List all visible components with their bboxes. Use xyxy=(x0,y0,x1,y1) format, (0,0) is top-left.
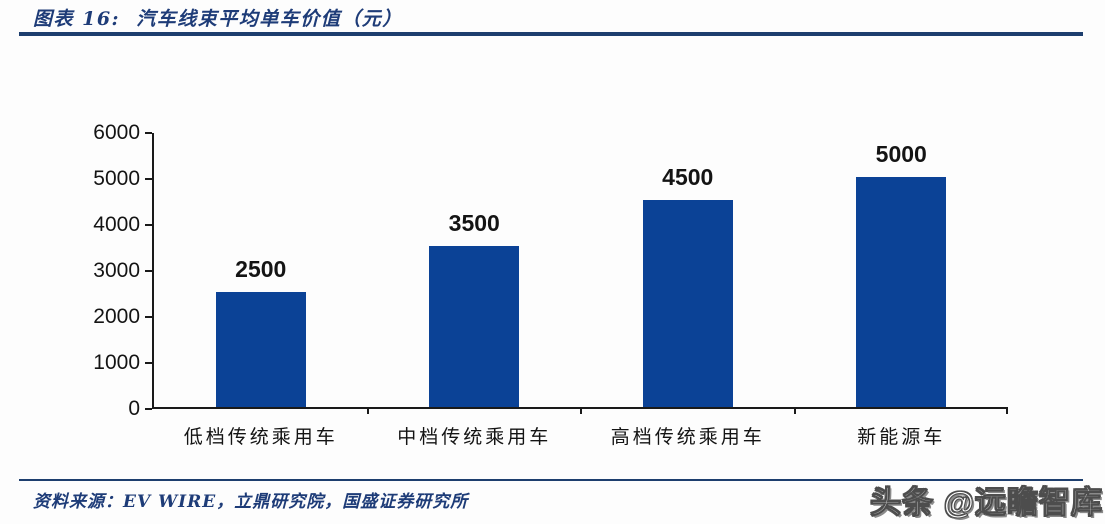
bar-value-label: 4500 xyxy=(662,164,714,190)
y-axis-tick-label: 0 xyxy=(128,397,140,420)
bar xyxy=(215,292,306,407)
bar-value-label: 5000 xyxy=(875,141,927,167)
y-axis-labels: 0 1000 2000 3000 4000 5000 6000 xyxy=(0,121,140,420)
y-axis-tick xyxy=(145,316,152,318)
x-axis-category-label: 高档传统乘用车 xyxy=(610,426,765,448)
y-axis-tick-label: 6000 xyxy=(93,121,140,144)
bar-value-label: 2500 xyxy=(235,256,287,282)
x-axis-tick xyxy=(793,407,796,414)
bar xyxy=(856,177,947,407)
x-axis-category-label: 低档传统乘用车 xyxy=(183,426,338,448)
y-axis-tick xyxy=(145,224,152,226)
watermark-toutiao-yuanzhanzhiku: 头条 @远瞻智库 xyxy=(870,485,1103,521)
x-axis-tick xyxy=(366,407,369,414)
y-axis-tick xyxy=(145,408,152,410)
source-attribution: 资料来源：EV WIRE，立鼎研究院，国盛证券研究所 xyxy=(33,492,469,512)
bar-group: 2500 低档传统乘用车 xyxy=(154,133,368,448)
bar-group: 3500 中档传统乘用车 xyxy=(368,133,582,448)
chart-title: 图表 16: 汽车线束平均单车价值（元） xyxy=(33,8,403,30)
y-axis-tick xyxy=(145,362,152,364)
x-axis-category-label: 中档传统乘用车 xyxy=(397,426,552,448)
y-axis-tick-label: 3000 xyxy=(93,259,140,282)
y-axis-tick xyxy=(145,132,152,134)
bar-group: 4500 高档传统乘用车 xyxy=(581,133,795,448)
bar xyxy=(642,200,733,407)
footer-divider xyxy=(19,479,1083,481)
x-axis-tick xyxy=(580,407,582,414)
bar xyxy=(429,246,520,407)
y-axis-tick xyxy=(145,270,152,272)
bar-group: 5000 新能源车 xyxy=(795,133,1009,448)
y-axis-tick-label: 4000 xyxy=(93,213,140,236)
y-axis-tick xyxy=(145,178,152,180)
x-axis-tick xyxy=(1006,407,1008,414)
header-divider xyxy=(19,32,1083,36)
y-axis-tick-label: 5000 xyxy=(93,167,140,190)
bar-chart-plot-area: 2500 低档传统乘用车 3500 中档传统乘用车 4500 高档传统乘用车 5000 新能源… xyxy=(145,132,1009,448)
y-axis-tick-label: 1000 xyxy=(93,351,140,374)
x-axis-category-label: 新能源车 xyxy=(857,426,946,448)
bar-value-label: 3500 xyxy=(448,210,500,236)
y-axis-tick-label: 2000 xyxy=(93,305,140,328)
